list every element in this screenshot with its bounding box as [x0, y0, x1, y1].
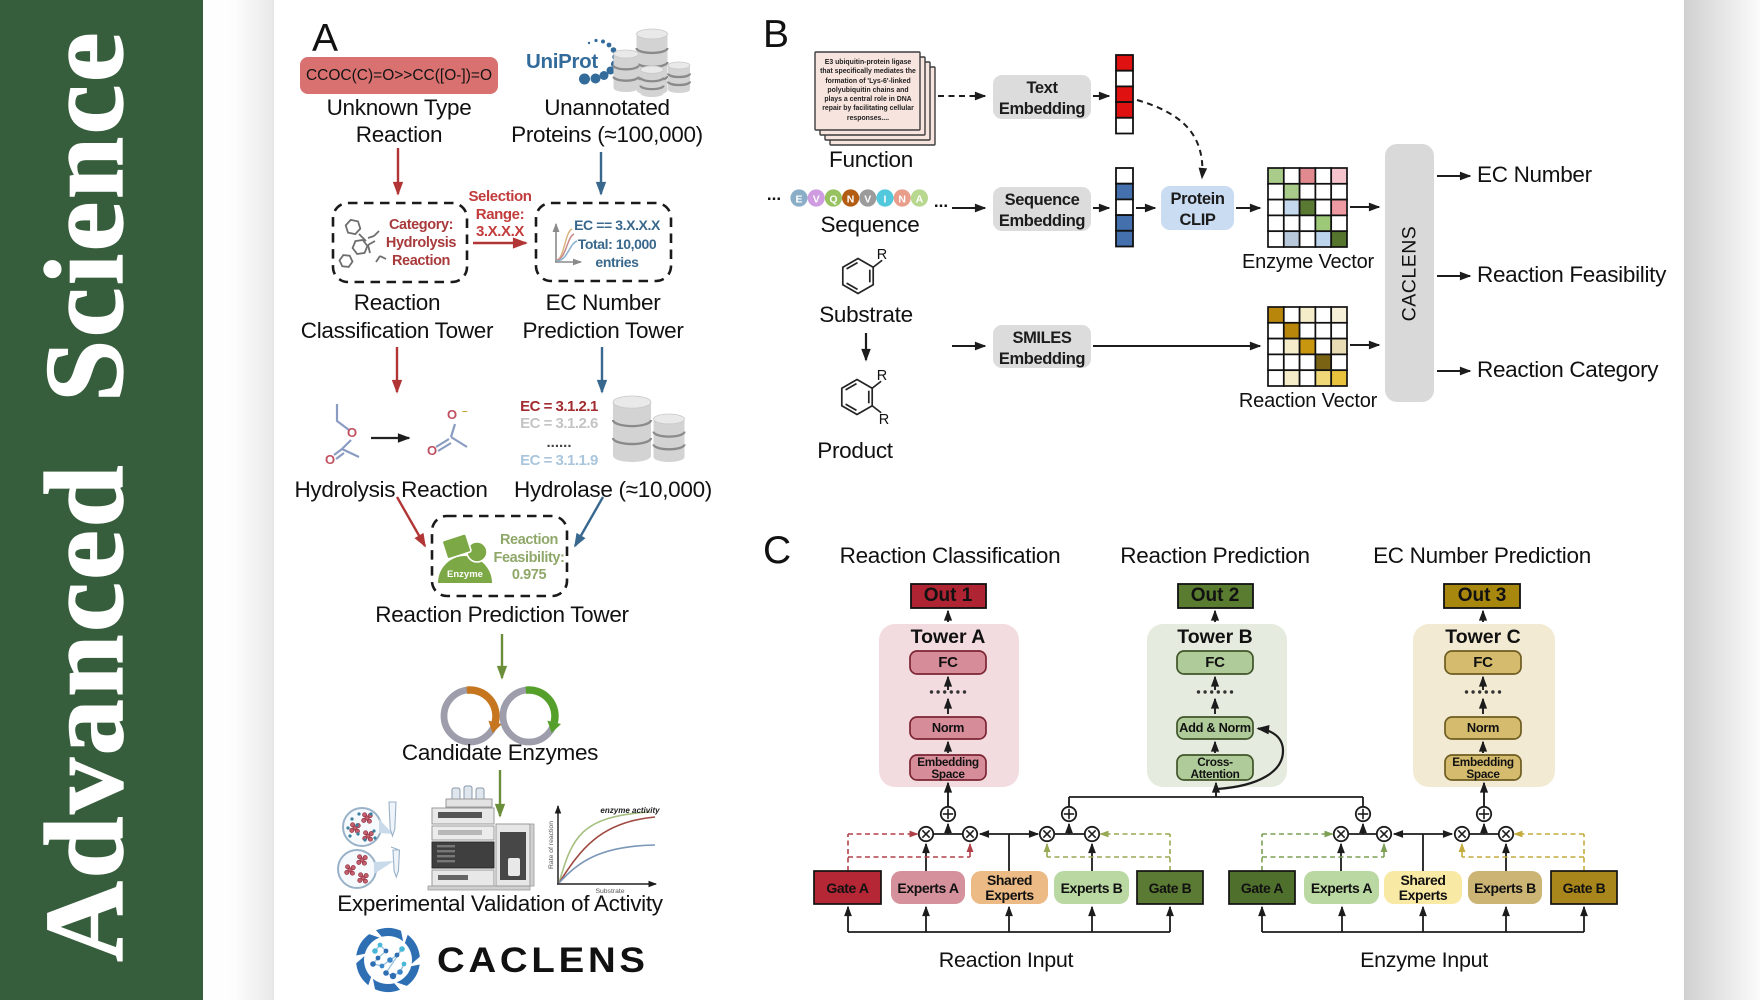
- svg-text:Substrate: Substrate: [595, 888, 624, 895]
- svg-text:enzyme activity: enzyme activity: [600, 806, 660, 815]
- svg-text:V: V: [864, 194, 871, 206]
- svg-text:Rate of reaction: Rate of reaction: [548, 821, 555, 869]
- svg-text:–: –: [462, 406, 468, 417]
- svg-text:Q: Q: [829, 194, 837, 206]
- svg-text:N: N: [847, 194, 855, 206]
- svg-text:Enzyme: Enzyme: [447, 569, 483, 580]
- svg-text:A: A: [916, 194, 924, 206]
- svg-text:E: E: [795, 194, 802, 206]
- svg-text:V: V: [813, 194, 820, 206]
- svg-text:N: N: [898, 194, 906, 206]
- svg-text:I: I: [884, 194, 887, 206]
